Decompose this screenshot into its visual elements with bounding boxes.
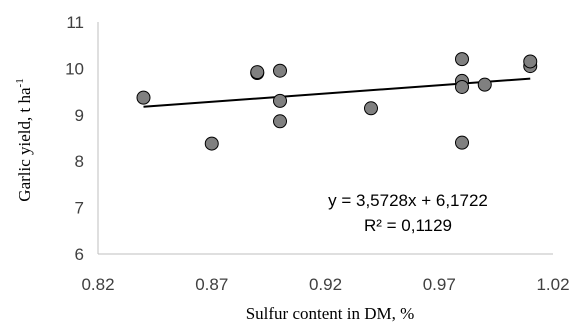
- data-point: [136, 90, 151, 105]
- data-point: [455, 79, 469, 94]
- data-point: [364, 101, 378, 116]
- data-points: [136, 52, 538, 151]
- y-axis-title-main: Garlic yield, t ha: [15, 87, 34, 202]
- data-point: [273, 93, 287, 108]
- data-point: [250, 65, 265, 80]
- x-axis-title: Sulfur content in DM, %: [246, 304, 415, 323]
- data-point: [204, 136, 219, 151]
- y-axis-title: Garlic yield, t ha-1: [14, 78, 34, 201]
- x-tick-label: 0.92: [309, 275, 342, 294]
- data-point: [455, 52, 469, 67]
- y-tick-label: 7: [75, 199, 84, 218]
- trendline: [143, 77, 531, 108]
- data-point: [455, 135, 469, 150]
- y-axis-title-superscript: -1: [14, 78, 26, 87]
- trendline-equation: y = 3,5728x + 6,1722: [328, 191, 488, 210]
- y-tick-label: 8: [75, 152, 84, 171]
- x-tick-label: 0.82: [81, 275, 114, 294]
- data-point: [273, 114, 287, 129]
- x-tick-label: 0.97: [423, 275, 456, 294]
- data-point: [477, 77, 492, 92]
- data-point: [523, 54, 538, 69]
- x-tick-label: 0.87: [195, 275, 228, 294]
- r-squared-label: R² = 0,1129: [364, 216, 452, 235]
- x-tick-labels: 0.82 0.87 0.92 0.97 1.02: [81, 275, 569, 294]
- y-tick-label: 9: [75, 106, 84, 125]
- y-tick-label: 11: [66, 13, 84, 32]
- y-tick-label: 10: [65, 59, 84, 78]
- y-tick-labels: 6 7 8 9 10 11: [65, 13, 84, 264]
- y-tick-label: 6: [75, 245, 84, 264]
- x-tick-label: 1.02: [536, 275, 569, 294]
- data-point: [273, 63, 287, 78]
